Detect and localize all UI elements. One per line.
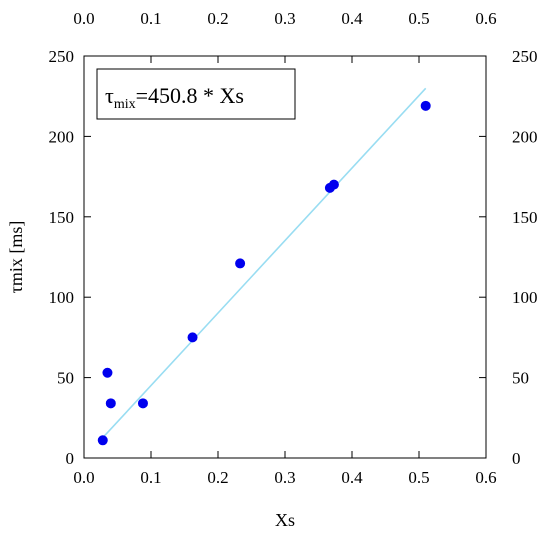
x-tick-label-top: 0.0 xyxy=(73,9,94,28)
x-tick-label-bottom: 0.0 xyxy=(73,468,94,487)
y-tick-label-right: 100 xyxy=(512,288,538,307)
y-tick-label-right: 0 xyxy=(512,449,521,468)
data-point xyxy=(137,398,148,409)
fit-line xyxy=(102,87,427,439)
x-tick-label-bottom: 0.6 xyxy=(475,468,496,487)
y-tick-label-left: 250 xyxy=(49,47,75,66)
fit-line-group xyxy=(102,87,427,439)
y-tick-label-right: 150 xyxy=(512,208,538,227)
data-point xyxy=(102,367,113,378)
x-tick-label-bottom: 0.1 xyxy=(140,468,161,487)
data-point xyxy=(420,100,431,111)
y-tick-label-left: 50 xyxy=(57,369,74,388)
equation-text: τmix=450.8 * Xs xyxy=(105,83,244,112)
y-tick-label-left: 150 xyxy=(49,208,75,227)
x-tick-label-bottom: 0.2 xyxy=(207,468,228,487)
x-axis-title: Xs xyxy=(275,510,295,530)
y-tick-label-right: 200 xyxy=(512,127,538,146)
y-tick-label-left: 0 xyxy=(66,449,75,468)
data-points xyxy=(97,100,431,446)
equation-subscript: mix xyxy=(114,97,136,112)
x-tick-label-bottom: 0.5 xyxy=(408,468,429,487)
x-tick-label-top: 0.1 xyxy=(140,9,161,28)
data-point xyxy=(187,332,198,343)
x-tick-label-bottom: 0.3 xyxy=(274,468,295,487)
y-tick-label-right: 50 xyxy=(512,369,529,388)
y-tick-label-left: 100 xyxy=(49,288,75,307)
data-point xyxy=(105,398,116,409)
tick-marks xyxy=(83,55,487,459)
x-tick-label-bottom: 0.4 xyxy=(341,468,363,487)
data-point xyxy=(235,258,246,269)
tick-labels: 0.0 0.0 0.1 0.1 0.2 0.2 0.3 0.3 0.4 0.4 0.5 0.5 0.6 0… xyxy=(49,9,538,487)
equation-annotation: τmix=450.8 * Xs xyxy=(96,68,296,120)
equation-symbol: τ xyxy=(105,83,114,108)
x-tick-label-top: 0.3 xyxy=(274,9,295,28)
y-axis-title: τmix [ms] xyxy=(6,221,26,294)
x-tick-label-top: 0.5 xyxy=(408,9,429,28)
data-point xyxy=(97,435,108,446)
equation-rest: =450.8 * Xs xyxy=(136,83,244,108)
equation-box xyxy=(96,68,296,120)
y-tick-label-left: 200 xyxy=(49,127,75,146)
x-tick-label-top: 0.4 xyxy=(341,9,363,28)
data-point xyxy=(328,179,339,190)
y-tick-label-right: 250 xyxy=(512,47,538,66)
x-tick-label-top: 0.2 xyxy=(207,9,228,28)
x-tick-label-top: 0.6 xyxy=(475,9,496,28)
